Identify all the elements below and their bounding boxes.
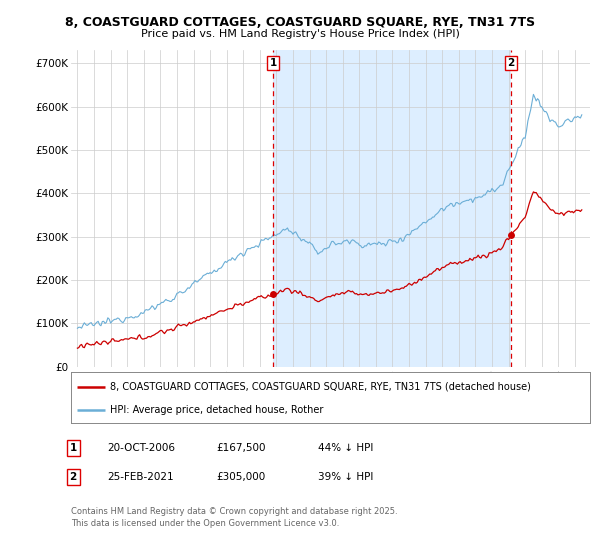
Text: 2: 2: [70, 472, 77, 482]
Text: £167,500: £167,500: [216, 443, 265, 453]
Text: 25-FEB-2021: 25-FEB-2021: [107, 472, 173, 482]
Text: 8, COASTGUARD COTTAGES, COASTGUARD SQUARE, RYE, TN31 7TS (detached house): 8, COASTGUARD COTTAGES, COASTGUARD SQUAR…: [110, 381, 530, 391]
Text: Contains HM Land Registry data © Crown copyright and database right 2025.: Contains HM Land Registry data © Crown c…: [71, 507, 397, 516]
Text: 1: 1: [70, 443, 77, 453]
Text: 8, COASTGUARD COTTAGES, COASTGUARD SQUARE, RYE, TN31 7TS: 8, COASTGUARD COTTAGES, COASTGUARD SQUAR…: [65, 16, 535, 29]
Text: 39% ↓ HPI: 39% ↓ HPI: [318, 472, 373, 482]
Bar: [273, 50, 511, 367]
Text: Price paid vs. HM Land Registry's House Price Index (HPI): Price paid vs. HM Land Registry's House …: [140, 29, 460, 39]
Text: 1: 1: [269, 58, 277, 68]
Text: HPI: Average price, detached house, Rother: HPI: Average price, detached house, Roth…: [110, 405, 323, 415]
Text: 44% ↓ HPI: 44% ↓ HPI: [318, 443, 373, 453]
Text: 2: 2: [508, 58, 515, 68]
Text: 20-OCT-2006: 20-OCT-2006: [107, 443, 175, 453]
Text: This data is licensed under the Open Government Licence v3.0.: This data is licensed under the Open Gov…: [71, 519, 339, 528]
Text: £305,000: £305,000: [216, 472, 265, 482]
